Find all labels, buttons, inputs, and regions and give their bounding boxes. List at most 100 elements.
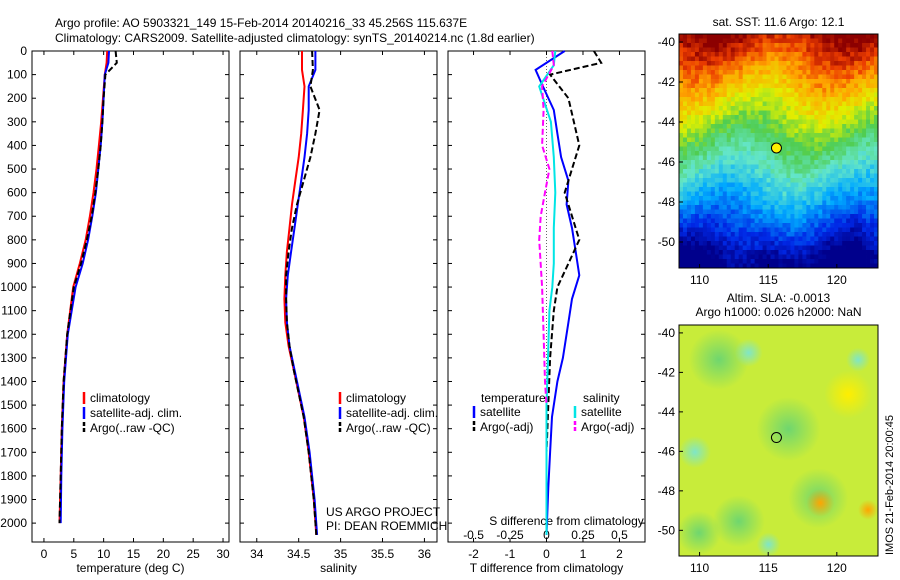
sst-cell bbox=[762, 182, 767, 188]
sst-cell bbox=[778, 263, 783, 269]
sst-cell bbox=[846, 245, 851, 251]
sst-cell bbox=[806, 137, 811, 143]
sst-cell bbox=[686, 259, 692, 264]
sst-cell bbox=[866, 47, 871, 53]
sst-cell bbox=[706, 259, 712, 264]
sst-cell bbox=[798, 92, 803, 98]
sst-cell bbox=[818, 146, 823, 152]
sst-cell bbox=[818, 128, 823, 134]
sst-cell bbox=[679, 245, 684, 251]
sst-cell bbox=[814, 128, 819, 134]
sst-cell bbox=[730, 259, 736, 264]
sst-cell bbox=[730, 83, 736, 89]
sst-cell bbox=[738, 236, 744, 242]
sst-cell bbox=[866, 218, 871, 224]
sst-cell bbox=[774, 115, 779, 120]
sst-cell bbox=[866, 115, 871, 120]
sst-cell bbox=[850, 196, 855, 201]
sst-cell bbox=[702, 209, 708, 215]
sst-cell bbox=[858, 151, 863, 156]
sst-cell bbox=[714, 182, 720, 188]
sst-cell bbox=[850, 209, 855, 215]
sst-cell bbox=[866, 137, 871, 143]
sst-cell bbox=[810, 124, 815, 129]
sst-cell bbox=[798, 83, 803, 89]
sst-cell bbox=[802, 178, 807, 183]
legend-title: salinity bbox=[583, 391, 620, 405]
sst-cell bbox=[730, 241, 736, 246]
sst-cell bbox=[762, 155, 767, 161]
sst-cell bbox=[798, 101, 803, 107]
sst-cell bbox=[762, 214, 767, 219]
sst-cell bbox=[798, 52, 803, 57]
sst-cell bbox=[686, 61, 692, 66]
sst-cell bbox=[710, 200, 716, 206]
sst-cell bbox=[746, 218, 752, 224]
lon-tick-label: 115 bbox=[759, 273, 778, 287]
legend-label: satellite bbox=[581, 405, 622, 419]
sst-cell bbox=[754, 245, 759, 251]
sst-cell bbox=[766, 52, 771, 57]
sst-cell bbox=[822, 223, 827, 228]
sst-cell bbox=[818, 61, 823, 66]
sst-cell bbox=[818, 214, 823, 219]
sst-cell bbox=[870, 128, 875, 134]
sst-cell bbox=[742, 83, 748, 89]
sst-cell bbox=[834, 232, 839, 237]
sst-cell bbox=[782, 65, 787, 71]
sst-cell bbox=[679, 209, 684, 215]
sst-cell bbox=[702, 133, 708, 138]
sst-cell bbox=[858, 92, 863, 98]
sst-cell bbox=[862, 164, 867, 170]
sst-cell bbox=[802, 164, 807, 170]
sst-cell bbox=[858, 187, 863, 192]
sst-cell bbox=[846, 110, 851, 116]
sst-cell bbox=[754, 223, 759, 228]
sst-cell bbox=[738, 137, 744, 143]
sst-cell bbox=[679, 101, 684, 107]
sst-cell bbox=[822, 227, 827, 233]
sst-cell bbox=[710, 110, 716, 116]
sst-cell bbox=[766, 133, 771, 138]
sst-cell bbox=[810, 196, 815, 201]
sst-cell bbox=[694, 169, 700, 174]
sst-cell bbox=[826, 106, 831, 111]
sst-cell bbox=[838, 61, 843, 66]
sst-cell bbox=[858, 178, 863, 183]
sst-cell bbox=[702, 173, 708, 179]
sst-cell bbox=[742, 241, 748, 246]
sst-cell bbox=[818, 227, 823, 233]
sst-cell bbox=[858, 236, 863, 242]
sst-cell bbox=[762, 52, 767, 57]
sst-cell bbox=[874, 56, 879, 62]
sst-cell bbox=[754, 83, 759, 89]
x-tick-label: 34.5 bbox=[287, 547, 311, 561]
sst-cell bbox=[874, 205, 879, 210]
sst-cell bbox=[806, 43, 811, 48]
sst-cell bbox=[762, 164, 767, 170]
sst-cell bbox=[806, 115, 811, 120]
sst-cell bbox=[874, 232, 879, 237]
sst-cell bbox=[774, 173, 779, 179]
sst-cell bbox=[710, 34, 716, 39]
sst-cell bbox=[762, 263, 767, 269]
sst-cell bbox=[834, 110, 839, 116]
sst-cell bbox=[758, 182, 763, 188]
sst-cell bbox=[874, 209, 879, 215]
sst-cell bbox=[726, 214, 732, 219]
sst-cell bbox=[738, 124, 744, 129]
sst-cell bbox=[798, 110, 803, 116]
sst-cell bbox=[834, 52, 839, 57]
sst-cell bbox=[770, 187, 775, 192]
sst-cell bbox=[754, 34, 759, 39]
sst-cell bbox=[854, 245, 859, 251]
sst-cell bbox=[738, 83, 744, 89]
sst-cell bbox=[686, 106, 692, 111]
sst-cell bbox=[758, 119, 763, 125]
sst-cell bbox=[790, 236, 795, 242]
sst-cell bbox=[822, 61, 827, 66]
sst-cell bbox=[694, 133, 700, 138]
sst-cell bbox=[862, 52, 867, 57]
sst-cell bbox=[826, 38, 831, 44]
sst-cell bbox=[854, 164, 859, 170]
